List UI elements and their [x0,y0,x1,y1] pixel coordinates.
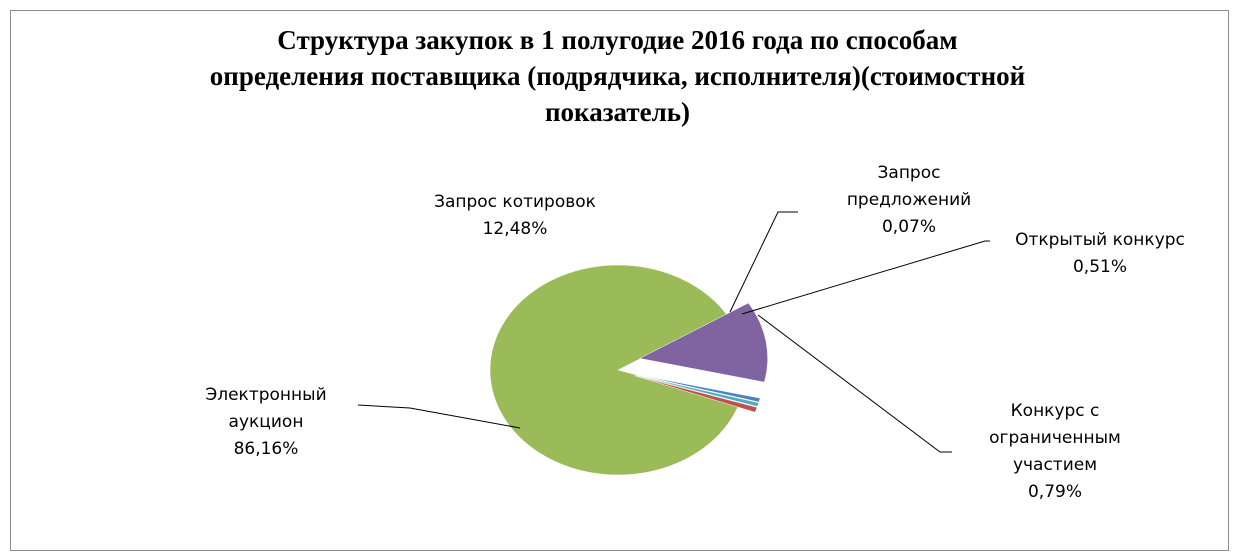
label-electronic-auction-value: 86,16% [233,439,299,459]
slice-open-tender [635,374,760,407]
label-proposal-request-name-2: предложений [846,190,972,210]
slice-limited-tender [634,375,758,413]
label-limited-tender-value: 0,79% [1027,482,1082,502]
leader-lines [357,211,990,453]
label-limited-tender-name-1: Конкурс с [1010,401,1100,421]
chart-title: Структура закупок в 1 полугодие 2016 год… [0,22,1235,130]
label-electronic-auction-name-1: Электронный [205,385,327,405]
label-open-tender-value: 0,51% [1072,257,1127,277]
label-open-tender: Открытый конкурс 0,51% [980,227,1220,281]
label-open-tender-name: Открытый конкурс [1015,230,1185,250]
leader-limited-tender [757,314,952,453]
label-limited-tender-name-3: участием [1012,455,1098,475]
leader-open-tender [741,240,990,315]
label-limited-tender: Конкурс с ограниченным участием 0,79% [955,398,1155,506]
label-limited-tender-name-2: ограниченным [989,428,1121,448]
chart-title-line-3: показатель) [544,97,691,127]
label-proposal-request: Запрос предложений 0,07% [804,160,1014,241]
label-quote-request: Запрос котировок 12,48% [390,189,640,243]
label-quote-request-name: Запрос котировок [434,192,596,212]
label-electronic-auction-name-2: аукцион [228,412,304,432]
label-proposal-request-value: 0,07% [881,217,936,237]
label-quote-request-value: 12,48% [482,219,548,239]
chart-title-line-1: Структура закупок в 1 полугодие 2016 год… [277,25,958,55]
slice-proposal-request [635,374,761,403]
label-proposal-request-name-1: Запрос [877,163,941,183]
slice-quote-request [638,302,768,383]
label-electronic-auction: Электронный аукцион 86,16% [176,382,356,463]
chart-title-line-2: определения поставщика (подрядчика, испо… [209,61,1026,91]
slice-electronic-auction [489,264,741,476]
leader-proposal-request [729,211,798,313]
pie-slices [489,264,768,476]
leader-electronic-auction [357,404,521,429]
